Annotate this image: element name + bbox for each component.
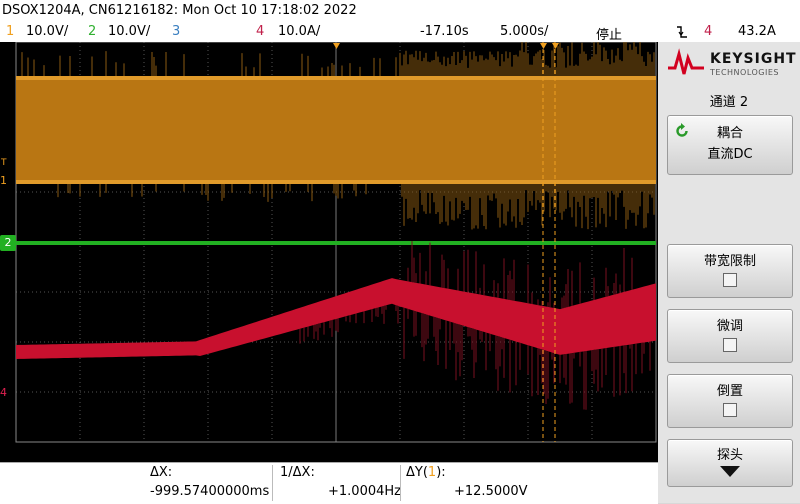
ch4-ground-marker[interactable]: 4 [0, 386, 7, 399]
fine-checkbox [723, 338, 737, 352]
coupling-label: 耦合 [716, 126, 743, 141]
cursor-x1-marker[interactable] [540, 43, 547, 49]
keysight-logo: KEYSIGHT TECHNOLOGIES [666, 48, 796, 82]
bandwidth-limit-checkbox [723, 273, 737, 287]
measurement-bar: ΔX: -999.57400000ms 1/ΔX: +1.0004Hz ΔY(1… [0, 462, 658, 504]
ch2-scale: 10.0V/ [108, 24, 151, 39]
channel-status-bar: 1 10.0V/ 2 10.0V/ 3 4 10.0A/ -17.10s 5.0… [0, 22, 800, 44]
bandwidth-limit-button[interactable]: 带宽限制 [667, 244, 793, 298]
coupling-button[interactable]: 耦合 直流DC [667, 115, 793, 175]
waveform-display[interactable]: T 1 2 4 [0, 42, 658, 462]
ch1-trigger-marker: T [1, 158, 7, 168]
delta-y-label: ΔY(1): [406, 465, 446, 480]
keysight-wave-icon [668, 48, 704, 75]
rotate-knob-icon [676, 123, 688, 137]
delta-x-value: -999.57400000ms [150, 484, 270, 499]
ch3-number[interactable]: 3 [172, 24, 181, 39]
cursor-x2-marker[interactable] [552, 43, 559, 49]
invert-label: 倒置 [716, 384, 743, 399]
softkey-panel: KEYSIGHT TECHNOLOGIES 通道 2 耦合 直流DC 带宽限制 … [658, 42, 800, 503]
measurement-divider [400, 465, 401, 501]
ch1-ground-marker[interactable]: 1 [0, 174, 7, 187]
ch4-waveform [16, 241, 656, 410]
trigger-level: 43.2A [738, 24, 776, 39]
menu-title: 通道 2 [709, 95, 749, 110]
measurement-divider [272, 465, 273, 501]
fine-button[interactable]: 微调 [667, 309, 793, 363]
waveform-canvas [0, 42, 658, 462]
trigger-source: 4 [704, 24, 713, 39]
ch2-number[interactable]: 2 [88, 24, 97, 39]
bandwidth-limit-label: 带宽限制 [703, 254, 756, 269]
invert-button[interactable]: 倒置 [667, 374, 793, 428]
time-delay: -17.10s [420, 24, 469, 39]
ch1-waveform [16, 42, 656, 230]
ch1-number[interactable]: 1 [6, 24, 15, 39]
ch4-scale: 10.0A/ [278, 24, 321, 39]
brand-name: KEYSIGHT [710, 51, 797, 67]
coupling-value: 直流DC [707, 147, 753, 162]
time-scale: 5.000s/ [500, 24, 549, 39]
inverse-delta-x-value: +1.0004Hz [328, 484, 401, 499]
probe-label: 探头 [716, 448, 743, 463]
title-bar: DSOX1204A, CN61216182: Mon Oct 10 17:18:… [0, 0, 800, 22]
delta-y-value: +12.5000V [454, 484, 528, 499]
inverse-delta-x-label: 1/ΔX: [280, 465, 315, 480]
invert-checkbox [723, 403, 737, 417]
fine-label: 微调 [716, 319, 743, 334]
submenu-arrow-down-icon [720, 466, 740, 477]
run-state: 停止 [596, 28, 623, 43]
ch4-number[interactable]: 4 [256, 24, 265, 39]
delta-x-label: ΔX: [150, 465, 173, 480]
falling-edge-trigger-icon [676, 24, 688, 44]
ch2-ground-marker[interactable]: 2 [0, 235, 16, 251]
probe-button[interactable]: 探头 [667, 439, 793, 487]
ch1-scale: 10.0V/ [26, 24, 69, 39]
brand-subtitle: TECHNOLOGIES [710, 68, 779, 77]
window-title: DSOX1204A, CN61216182: Mon Oct 10 17:18:… [2, 3, 357, 18]
trigger-time-marker[interactable] [333, 43, 340, 49]
